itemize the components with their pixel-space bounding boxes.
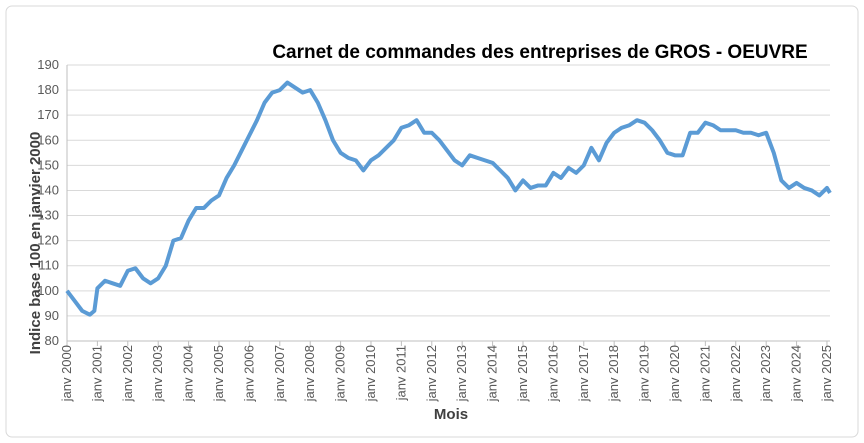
x-tick-label: janv 2013 [454,345,469,402]
x-tick-label: janv 2008 [302,345,317,402]
y-tick-label: 190 [37,57,59,72]
x-tick-label: janv 2005 [211,345,226,402]
data-line [65,80,832,317]
y-tick-label: 150 [37,157,59,172]
y-tick-label: 90 [45,308,59,323]
y-tick-label: 170 [37,107,59,122]
y-tick-label: 100 [37,283,59,298]
x-tick-label: janv 2007 [272,345,287,402]
x-tick-label: janv 2003 [150,345,165,402]
x-tick-label: janv 2015 [515,345,530,402]
x-axis-title: Mois [434,406,468,423]
y-tick-label: 130 [37,208,59,223]
x-tick-label: janv 2001 [89,345,104,402]
y-tick-label: 110 [38,258,59,273]
x-tick-label: janv 2023 [758,345,773,402]
y-tick-label: 120 [37,233,59,248]
x-tick-label: janv 2010 [363,345,378,402]
chart-title: Carnet de commandes des entreprises de G… [272,42,807,63]
y-tick-label: 180 [37,82,59,97]
x-tick-label: janv 2004 [181,345,196,402]
x-tick-label: janv 2002 [120,345,135,402]
x-tick-label: janv 2018 [606,345,621,402]
y-tick-label: 80 [45,333,59,348]
x-tick-label: janv 2025 [819,345,834,402]
chart-frame [5,5,859,438]
x-tick-label: janv 2020 [667,345,682,402]
x-tick-label: janv 2024 [789,345,804,402]
x-tick-label: janv 2022 [728,345,743,402]
x-tick-label: janv 2021 [697,345,712,402]
x-tick-label: janv 2019 [637,345,652,402]
x-tick-label: janv 2016 [545,345,560,402]
x-tick-label: janv 2014 [485,345,500,402]
x-tick-label: janv 2011 [393,345,408,401]
y-tick-label: 140 [37,182,59,197]
x-tick-label: janv 2009 [333,345,348,402]
y-tick-label: 160 [37,132,59,147]
x-tick-label: janv 2017 [576,345,591,402]
x-tick-label: janv 2000 [59,345,74,402]
y-axis-title: Indice base 100 en janvier 2000 [27,132,44,355]
x-tick-label: janv 2012 [424,345,439,402]
x-tick-label: janv 2006 [241,345,256,402]
